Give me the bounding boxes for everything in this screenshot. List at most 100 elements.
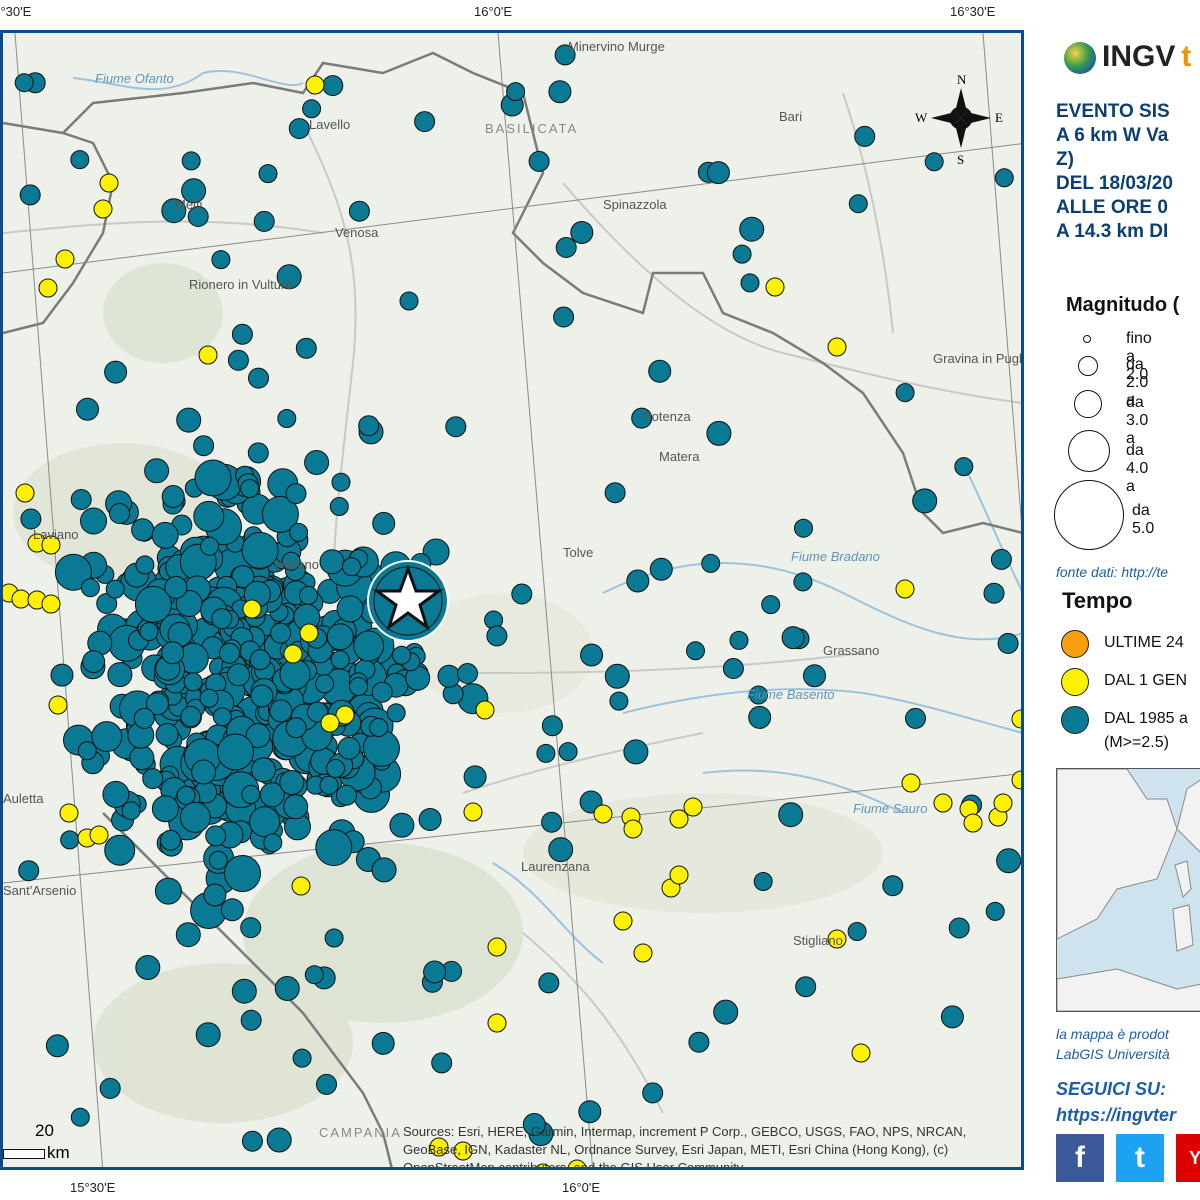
earthquake-marker[interactable] — [996, 848, 1021, 874]
earthquake-marker[interactable] — [649, 557, 673, 581]
earthquake-marker[interactable] — [181, 151, 201, 171]
earthquake-marker[interactable] — [274, 976, 300, 1001]
earthquake-marker[interactable] — [924, 152, 944, 172]
earthquake-marker[interactable] — [331, 472, 351, 492]
earthquake-marker[interactable] — [330, 650, 350, 670]
earthquake-marker[interactable] — [135, 555, 155, 575]
earthquake-marker[interactable] — [626, 569, 650, 593]
earthquake-marker[interactable] — [70, 150, 90, 170]
earthquake-marker[interactable] — [194, 459, 232, 497]
seismicity-map[interactable]: N S E W Minervino Murge Lavello Melfi Venos… — [3, 33, 1024, 1170]
earthquake-marker[interactable] — [329, 497, 349, 516]
earthquake-marker[interactable] — [304, 450, 330, 475]
earthquake-marker[interactable] — [70, 489, 92, 510]
earthquake-marker[interactable] — [604, 663, 630, 689]
earthquake-marker[interactable] — [669, 809, 689, 829]
earthquake-marker[interactable] — [358, 415, 380, 437]
earthquake-marker[interactable] — [99, 173, 119, 193]
earthquake-marker[interactable] — [389, 812, 415, 838]
earthquake-marker[interactable] — [912, 488, 938, 514]
earthquake-marker[interactable] — [648, 359, 672, 383]
youtube-icon[interactable]: Yo — [1176, 1134, 1200, 1182]
twitter-icon[interactable]: t — [1116, 1134, 1164, 1182]
earthquake-marker[interactable] — [285, 483, 307, 505]
earthquake-marker[interactable] — [613, 911, 633, 931]
earthquake-marker[interactable] — [219, 642, 240, 664]
earthquake-marker[interactable] — [748, 705, 772, 729]
earthquake-marker[interactable] — [985, 901, 1005, 921]
earthquake-marker[interactable] — [580, 643, 604, 667]
earthquake-marker[interactable] — [631, 407, 653, 429]
earthquake-marker[interactable] — [994, 168, 1014, 188]
earthquake-marker[interactable] — [50, 663, 74, 687]
earthquake-marker[interactable] — [279, 770, 305, 795]
earthquake-marker[interactable] — [224, 855, 261, 892]
earthquake-marker[interactable] — [541, 715, 563, 737]
earthquake-marker[interactable] — [217, 733, 254, 771]
earthquake-marker[interactable] — [107, 662, 133, 688]
earthquake-marker[interactable] — [142, 768, 164, 790]
earthquake-marker[interactable] — [269, 699, 293, 723]
earthquake-marker[interactable] — [320, 713, 340, 733]
data-source[interactable]: fonte dati: http://te — [1056, 564, 1169, 580]
earthquake-marker[interactable] — [538, 972, 560, 994]
earthquake-marker[interactable] — [713, 999, 739, 1025]
earthquake-marker[interactable] — [578, 1100, 602, 1124]
earthquake-marker[interactable] — [732, 244, 752, 264]
earthquake-marker[interactable] — [901, 773, 921, 793]
earthquake-marker[interactable] — [335, 705, 355, 725]
earthquake-marker[interactable] — [80, 507, 107, 535]
earthquake-marker[interactable] — [463, 802, 483, 822]
earthquake-marker[interactable] — [882, 875, 904, 897]
earthquake-marker[interactable] — [18, 860, 40, 882]
earthquake-marker[interactable] — [15, 483, 35, 503]
earthquake-marker[interactable] — [14, 73, 34, 93]
earthquake-marker[interactable] — [851, 1043, 871, 1063]
earthquake-marker[interactable] — [457, 663, 478, 684]
earthquake-marker[interactable] — [231, 565, 255, 589]
earthquake-marker[interactable] — [548, 80, 572, 104]
earthquake-marker[interactable] — [134, 585, 172, 623]
earthquake-marker[interactable] — [753, 872, 773, 891]
earthquake-marker[interactable] — [722, 658, 744, 679]
earthquake-marker[interactable] — [231, 323, 253, 345]
earthquake-marker[interactable] — [623, 819, 643, 839]
earthquake-marker[interactable] — [198, 345, 218, 365]
earthquake-marker[interactable] — [175, 922, 201, 948]
earthquake-marker[interactable] — [431, 1052, 453, 1074]
earthquake-marker[interactable] — [270, 622, 292, 644]
earthquake-marker[interactable] — [283, 794, 309, 820]
earthquake-marker[interactable] — [429, 1137, 449, 1157]
earthquake-marker[interactable] — [963, 813, 983, 833]
earthquake-marker[interactable] — [349, 677, 368, 696]
earthquake-marker[interactable] — [20, 508, 42, 530]
earthquake-marker[interactable] — [794, 518, 813, 538]
earthquake-marker[interactable] — [135, 955, 161, 980]
earthquake-marker[interactable] — [139, 622, 159, 641]
earthquake-marker[interactable] — [593, 804, 613, 824]
earthquake-marker[interactable] — [151, 795, 179, 823]
earthquake-marker[interactable] — [292, 1048, 312, 1068]
earthquake-marker[interactable] — [179, 801, 211, 833]
earthquake-marker[interactable] — [41, 594, 61, 614]
earthquake-marker[interactable] — [336, 784, 357, 806]
earthquake-marker[interactable] — [104, 360, 128, 384]
earthquake-marker[interactable] — [706, 161, 730, 185]
earthquake-marker[interactable] — [208, 850, 228, 870]
earthquake-marker[interactable] — [342, 557, 361, 577]
facebook-icon[interactable]: f — [1056, 1134, 1104, 1182]
earthquake-marker[interactable] — [315, 674, 335, 694]
earthquake-marker[interactable] — [212, 707, 232, 727]
earthquake-marker[interactable] — [266, 1127, 292, 1153]
earthquake-marker[interactable] — [688, 1031, 710, 1053]
earthquake-marker[interactable] — [642, 1082, 664, 1104]
earthquake-marker[interactable] — [487, 1013, 507, 1033]
earthquake-marker[interactable] — [683, 797, 703, 817]
earthquake-marker[interactable] — [570, 221, 594, 244]
earthquake-marker[interactable] — [55, 249, 75, 269]
earthquake-marker[interactable] — [77, 741, 97, 761]
earthquake-marker[interactable] — [761, 595, 781, 615]
earthquake-marker[interactable] — [369, 718, 389, 737]
earthquake-marker[interactable] — [729, 630, 749, 650]
earthquake-marker[interactable] — [701, 553, 721, 573]
